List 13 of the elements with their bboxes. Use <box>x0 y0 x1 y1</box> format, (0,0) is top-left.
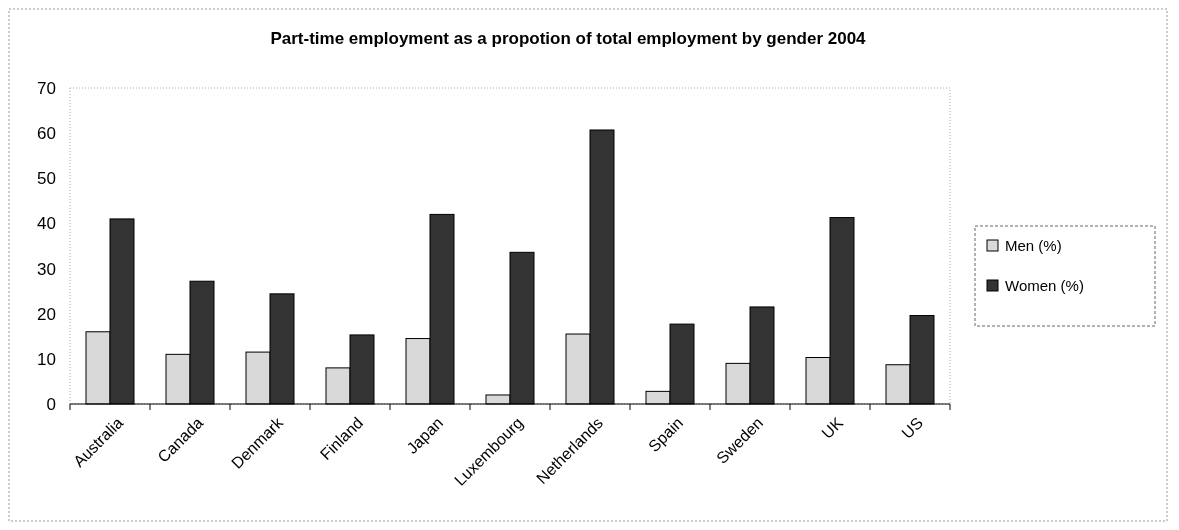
y-tick-label: 0 <box>46 394 56 414</box>
x-tick-label: US <box>898 414 927 442</box>
legend-label: Men (%) <box>1005 237 1062 255</box>
legend-label: Women (%) <box>1005 277 1084 295</box>
chart-title: Part-time employment as a propotion of total employment by gender 2004 <box>270 29 867 48</box>
y-tick-label: 20 <box>37 304 56 324</box>
y-tick-label: 70 <box>37 78 56 98</box>
y-tick-label: 30 <box>37 259 56 279</box>
y-tick-label: 60 <box>37 124 56 144</box>
x-tick-label: UK <box>818 413 847 442</box>
y-tick-label: 50 <box>37 169 56 189</box>
y-tick-label: 10 <box>37 349 56 369</box>
y-tick-label: 40 <box>37 214 56 234</box>
